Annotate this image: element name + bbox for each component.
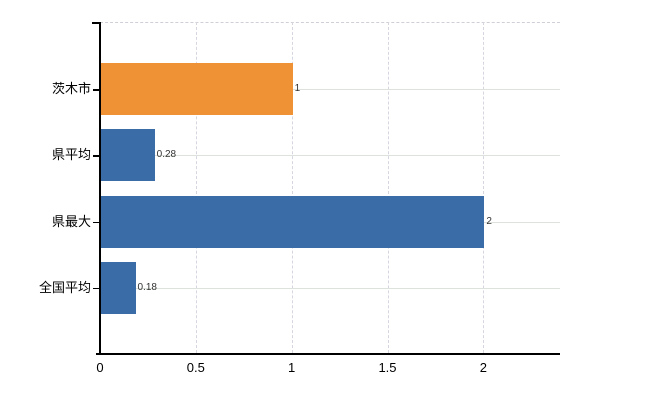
bar-value-label: 2 [486, 215, 492, 227]
bar-3 [101, 195, 485, 248]
bar-4 [101, 261, 136, 314]
category-label: 茨木市 [51, 81, 91, 96]
y-axis-tick [93, 287, 100, 290]
x-axis-line [96, 353, 560, 355]
category-label: 全国平均 [38, 279, 91, 295]
y-axis-line [99, 22, 101, 354]
bar-value-label: 1 [294, 83, 301, 94]
category-label: 県最大 [51, 213, 91, 229]
x-tick-label: 1.5 [378, 360, 397, 375]
x-tick-label: 0 [96, 360, 104, 375]
bar-value-label: 0.18 [137, 281, 157, 293]
x-tick-label: 0.5 [186, 360, 205, 375]
x-tick-label: 2 [479, 360, 487, 375]
x-gridline [483, 22, 485, 353]
y-axis-tick [93, 155, 100, 157]
x-gridline [387, 22, 389, 353]
y-axis-end-tick [92, 22, 100, 24]
category-label: 県平均 [51, 147, 91, 163]
plot-top-border [100, 22, 560, 23]
y-axis-tick [93, 89, 100, 91]
bar-2 [101, 129, 155, 182]
y-gridline [100, 89, 560, 90]
y-axis-tick [93, 221, 100, 224]
x-gridline [195, 22, 197, 353]
x-gridline [291, 22, 293, 353]
y-gridline [100, 155, 560, 157]
bar-value-label: 0.28 [156, 149, 177, 161]
x-tick-label: 1 [288, 360, 296, 375]
bar-1 [101, 63, 293, 115]
y-gridline [100, 287, 560, 289]
